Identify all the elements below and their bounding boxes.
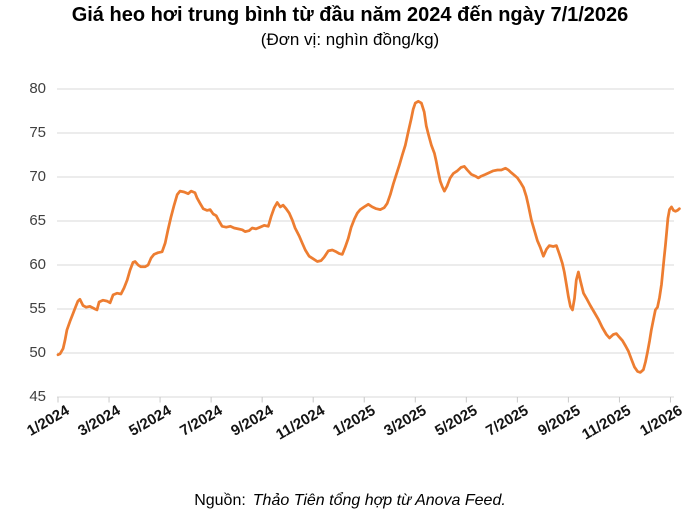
y-axis-tick-label: 80 bbox=[29, 80, 46, 97]
y-axis-tick-label: 50 bbox=[29, 344, 46, 361]
y-axis-tick-label: 60 bbox=[29, 256, 46, 273]
line-chart: 45 50 55 60 65 70 75 80 1/2024 3/2024 5/2024 7/202… bbox=[24, 80, 685, 443]
plot-svg bbox=[56, 88, 681, 403]
y-axis-tick-label: 70 bbox=[29, 168, 46, 185]
y-axis-tick-label: 45 bbox=[29, 388, 46, 405]
price-line-series bbox=[56, 99, 681, 374]
y-axis-tick-label: 55 bbox=[29, 300, 46, 317]
chart-title: Giá heo hơi trung bình từ đầu năm 2024 đ… bbox=[71, 4, 629, 26]
source-prefix: Nguồn: bbox=[194, 492, 246, 509]
y-axis-tick-label: 65 bbox=[29, 212, 46, 229]
source-attribution: Thảo Tiên tổng hợp từ Anova Feed. bbox=[252, 492, 506, 509]
source-note: Nguồn: Thảo Tiên tổng hợp từ Anova Feed. bbox=[0, 492, 700, 510]
chart-subtitle: (Đơn vị: nghìn đồng/kg) bbox=[260, 30, 440, 49]
y-axis-tick-label: 75 bbox=[29, 124, 46, 141]
